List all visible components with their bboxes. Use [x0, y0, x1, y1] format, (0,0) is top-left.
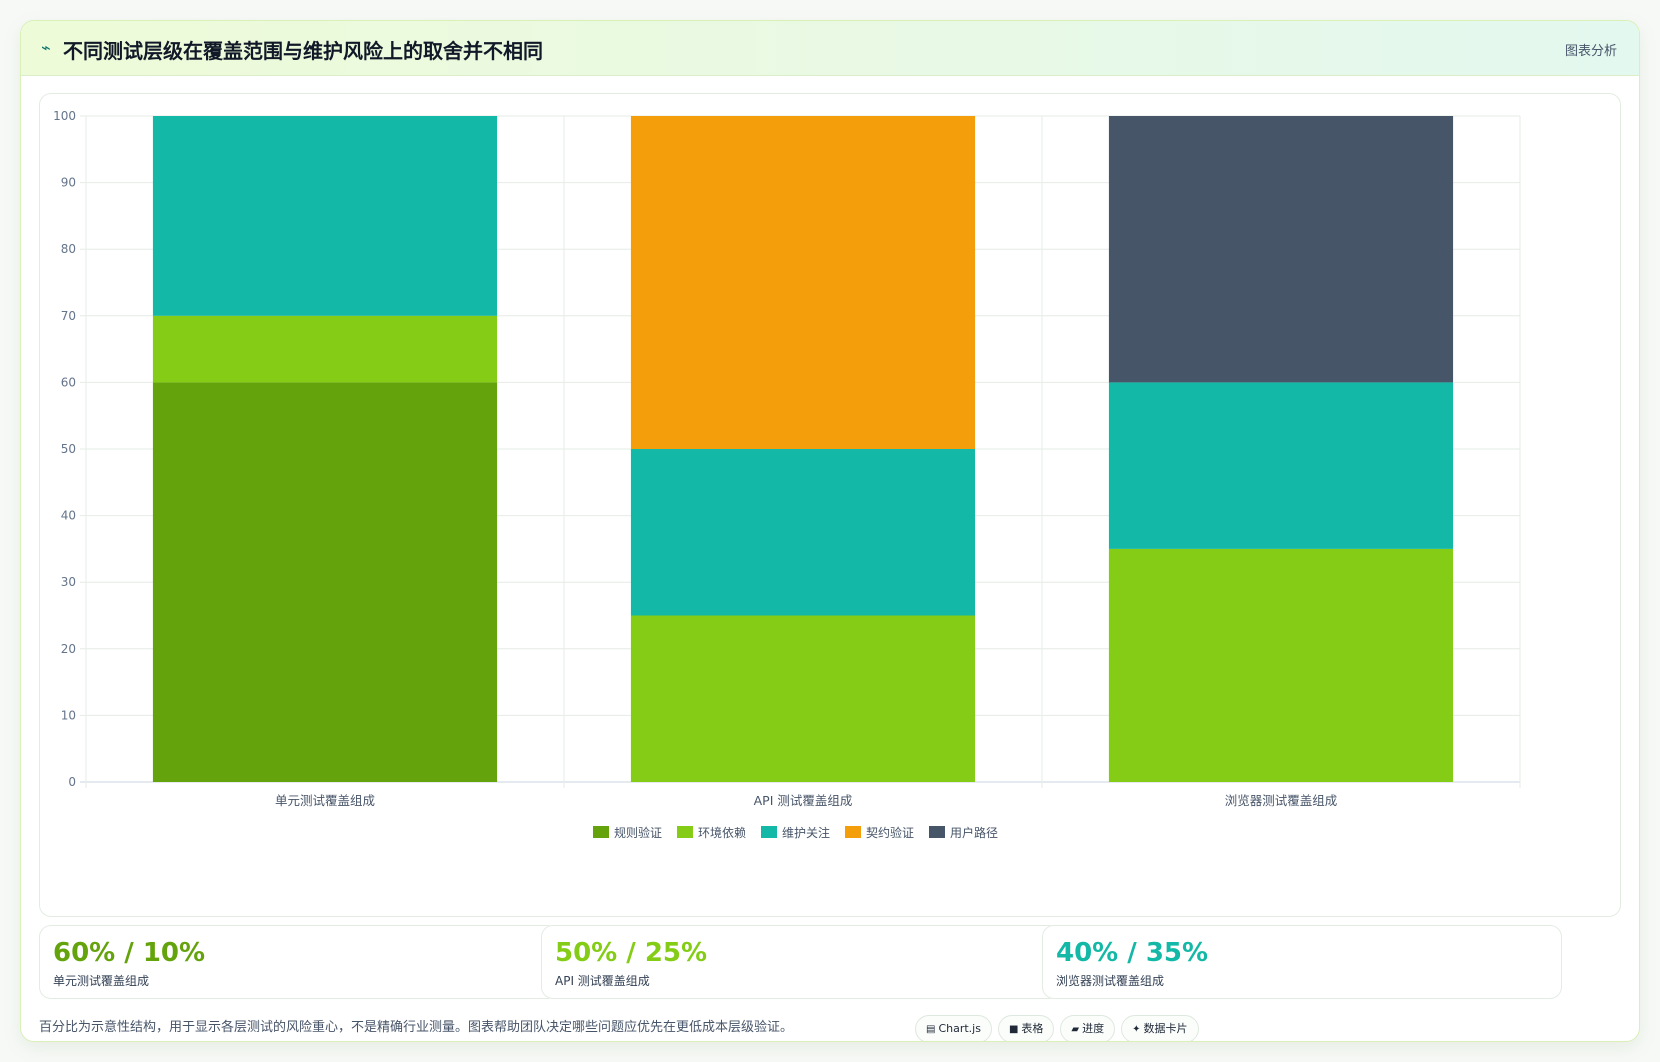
stat-card: 40% / 35% 浏览器测试覆盖组成: [1042, 925, 1562, 999]
chart-title: 不同测试层级在覆盖范围与维护风险上的取舍并不相同: [63, 39, 543, 63]
legend-swatch: [593, 826, 609, 838]
y-tick-label: 80: [61, 242, 76, 256]
x-tick-label: 单元测试覆盖组成: [275, 793, 375, 808]
y-tick-label: 0: [68, 775, 76, 789]
pill-chartjs[interactable]: ▤ Chart.js: [915, 1015, 992, 1041]
legend-swatch: [761, 826, 777, 838]
pill-label: 表格: [1021, 1022, 1044, 1035]
stat-card-label: API 测试覆盖组成: [555, 974, 650, 988]
pill-data-card[interactable]: ✦ 数据卡片: [1121, 1015, 1199, 1041]
stat-card: 50% / 25% API 测试覆盖组成: [541, 925, 1061, 999]
chart-analysis-tag: 图表分析: [1564, 44, 1617, 59]
x-tick-label: API 测试覆盖组成: [754, 793, 853, 808]
table-icon: ■: [1008, 1024, 1019, 1035]
pill-label: 进度: [1082, 1022, 1105, 1035]
legend-swatch: [929, 826, 945, 838]
legend-swatch: [677, 826, 693, 838]
y-tick-label: 10: [61, 708, 76, 722]
legend-label: 环境依赖: [698, 825, 746, 840]
bar-segment: [152, 116, 498, 316]
footnote: 百分比为示意性结构，用于显示各层测试的风险重心，不是精确行业测量。图表帮助团队决…: [39, 1020, 794, 1035]
bar-segment: [630, 449, 976, 616]
stat-card: 60% / 10% 单元测试覆盖组成: [39, 925, 559, 999]
pill-progress[interactable]: ▰ 进度: [1060, 1015, 1116, 1041]
stat-card-value: 50% / 25%: [555, 938, 708, 968]
pill-label: Chart.js: [938, 1022, 981, 1035]
bar-segment: [630, 615, 976, 782]
sparkle-icon: ✦: [1132, 1024, 1141, 1035]
bar-segment: [1108, 548, 1454, 782]
y-tick-label: 60: [61, 375, 76, 389]
stat-card-value: 40% / 35%: [1056, 938, 1209, 968]
chart-panel: ⌁ 不同测试层级在覆盖范围与维护风险上的取舍并不相同 图表分析 0 10 20 30 4…: [20, 20, 1640, 1042]
bar-segment: [152, 382, 498, 782]
legend-label: 用户路径: [950, 825, 998, 840]
y-tick-label: 40: [61, 509, 76, 523]
y-tick-label: 100: [53, 109, 76, 123]
y-tick-label: 90: [61, 176, 76, 190]
panel-header: ⌁ 不同测试层级在覆盖范围与维护风险上的取舍并不相同 图表分析: [21, 21, 1639, 76]
legend-label: 规则验证: [614, 825, 662, 840]
bar-segment: [152, 315, 498, 383]
y-tick-label: 20: [61, 642, 76, 656]
component-pills: ▤ Chart.js ■ 表格 ▰ 进度 ✦ 数据卡片: [915, 1015, 1205, 1041]
legend-label: 契约验证: [866, 825, 914, 840]
stacked-bar-chart: 0 10 20 30 40 50 60 70 80 90 100 单元测试覆盖组成 API 测试覆盖组成…: [53, 109, 1521, 840]
bar-segment: [1108, 382, 1454, 549]
pill-table[interactable]: ■ 表格: [997, 1015, 1055, 1041]
pill-label: 数据卡片: [1143, 1022, 1188, 1035]
bar-segment: [630, 116, 976, 449]
progress-icon: ▰: [1071, 1024, 1080, 1035]
legend-swatch: [845, 826, 861, 838]
x-tick-label: 浏览器测试覆盖组成: [1225, 793, 1338, 808]
trend-line-icon: ⌁: [41, 38, 51, 57]
y-tick-label: 70: [61, 309, 76, 323]
stat-card-label: 单元测试覆盖组成: [53, 974, 150, 988]
bar-segment: [1108, 116, 1454, 383]
chart-container: 0 10 20 30 40 50 60 70 80 90 100 单元测试覆盖组成 API 测试覆盖组成…: [39, 93, 1621, 917]
stat-cards: 60% / 10% 单元测试覆盖组成 50% / 25% API 测试覆盖组成 …: [39, 925, 1621, 999]
legend-label: 维护关注: [782, 825, 830, 840]
chart-icon: ▤: [926, 1024, 936, 1035]
stat-card-label: 浏览器测试覆盖组成: [1056, 974, 1165, 988]
y-tick-label: 30: [61, 575, 76, 589]
stat-card-value: 60% / 10%: [53, 938, 206, 968]
y-tick-label: 50: [61, 442, 76, 456]
